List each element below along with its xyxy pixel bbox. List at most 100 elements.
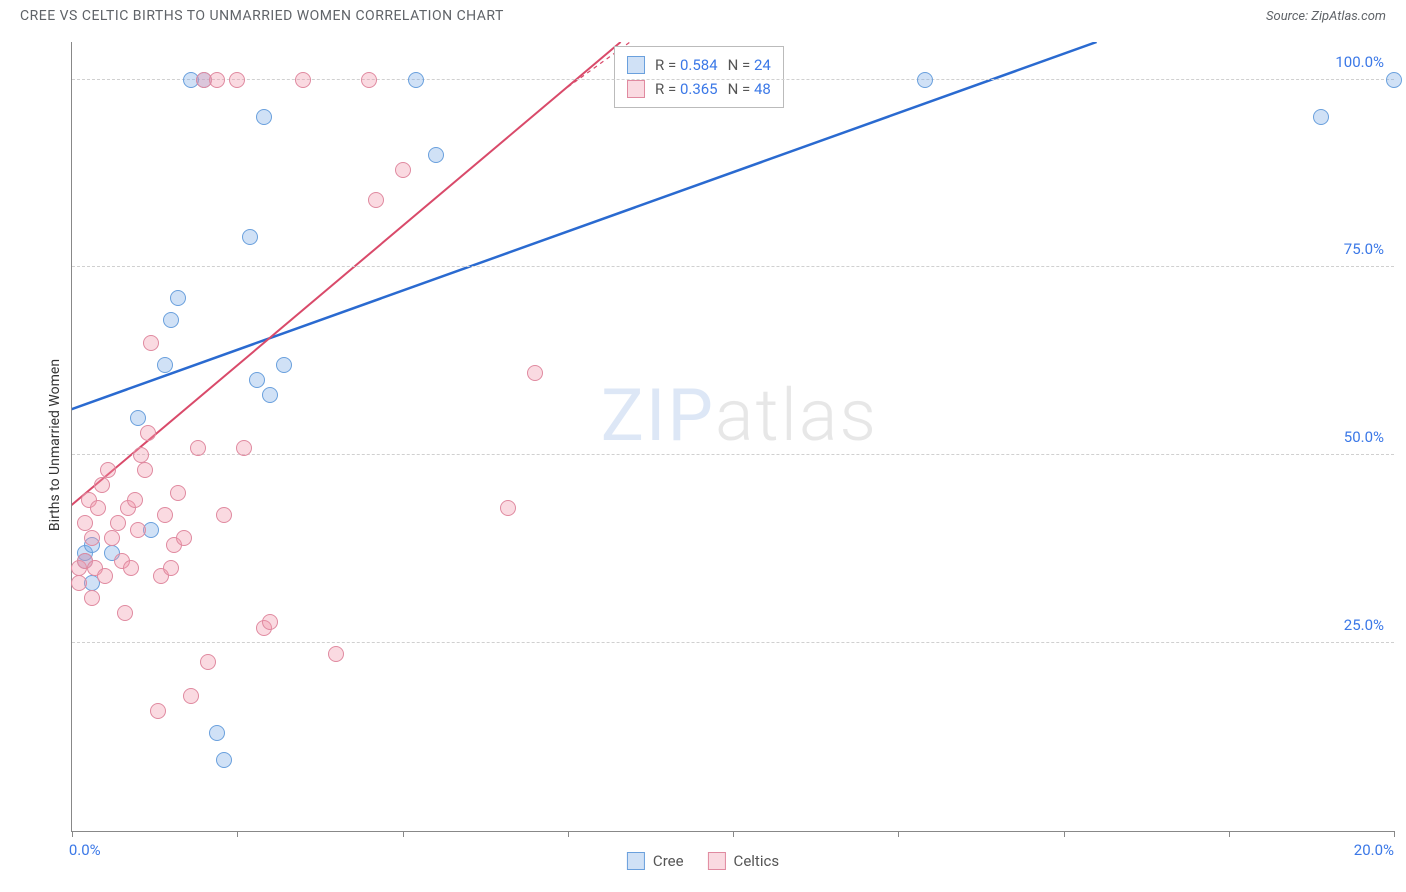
x-tick — [237, 831, 238, 837]
data-point — [229, 72, 245, 88]
data-point — [94, 477, 110, 493]
data-point — [127, 492, 143, 508]
n-value: 24 — [754, 56, 771, 74]
data-point — [395, 162, 411, 178]
data-point — [408, 72, 424, 88]
x-tick — [1394, 831, 1395, 837]
data-point — [170, 485, 186, 501]
data-point — [209, 725, 225, 741]
chart-area: Births to Unmarried Women ZIPatlas R = 0… — [45, 42, 1394, 832]
r-label: R = — [655, 56, 680, 74]
data-point — [361, 72, 377, 88]
legend-item: Celtics — [708, 852, 780, 870]
data-point — [110, 515, 126, 531]
data-point — [500, 500, 516, 516]
data-point — [150, 703, 166, 719]
n-label: N = — [728, 56, 754, 74]
data-point — [97, 568, 113, 584]
legend-swatch — [627, 80, 645, 98]
gridline-h — [72, 79, 1394, 80]
legend-row: R = 0.584 N = 24 — [627, 53, 771, 77]
data-point — [527, 365, 543, 381]
legend-label: Cree — [653, 852, 684, 870]
source-attribution: Source: ZipAtlas.com — [1266, 9, 1386, 24]
data-point — [183, 688, 199, 704]
data-point — [216, 507, 232, 523]
data-point — [262, 614, 278, 630]
data-point — [143, 335, 159, 351]
x-tick — [1229, 831, 1230, 837]
watermark-zip: ZIP — [601, 373, 715, 458]
x-axis-label: 0.0% — [69, 841, 101, 859]
data-point — [249, 372, 265, 388]
x-tick — [1064, 831, 1065, 837]
data-point — [137, 462, 153, 478]
data-point — [200, 654, 216, 670]
data-point — [123, 560, 139, 576]
series-legend: Cree Celtics — [627, 852, 779, 870]
x-tick — [568, 831, 569, 837]
gridline-h — [72, 642, 1394, 643]
data-point — [242, 229, 258, 245]
data-point — [328, 646, 344, 662]
y-tick-label: 100.0% — [1335, 53, 1384, 71]
y-tick-label: 75.0% — [1344, 240, 1384, 258]
data-point — [157, 507, 173, 523]
data-point — [917, 72, 933, 88]
legend-label: Celtics — [734, 852, 780, 870]
data-point — [163, 560, 179, 576]
x-tick — [733, 831, 734, 837]
data-point — [262, 387, 278, 403]
data-point — [90, 500, 106, 516]
y-tick-label: 50.0% — [1344, 428, 1384, 446]
legend-swatch — [708, 852, 726, 870]
data-point — [236, 440, 252, 456]
r-value: 0.584 — [680, 56, 718, 74]
data-point — [216, 752, 232, 768]
data-point — [104, 530, 120, 546]
data-point — [140, 425, 156, 441]
data-point — [163, 312, 179, 328]
data-point — [276, 357, 292, 373]
data-point — [170, 290, 186, 306]
data-point — [84, 590, 100, 606]
r-value: 0.365 — [680, 80, 718, 98]
data-point — [77, 515, 93, 531]
n-label: N = — [728, 80, 754, 98]
watermark-atlas: atlas — [715, 373, 878, 458]
x-tick — [898, 831, 899, 837]
y-tick-label: 25.0% — [1344, 616, 1384, 634]
watermark: ZIPatlas — [601, 373, 878, 458]
gridline-h — [72, 454, 1394, 455]
data-point — [428, 147, 444, 163]
data-point — [209, 72, 225, 88]
data-point — [130, 410, 146, 426]
data-point — [1386, 72, 1402, 88]
data-point — [190, 440, 206, 456]
legend-item: Cree — [627, 852, 684, 870]
data-point — [130, 522, 146, 538]
data-point — [1313, 109, 1329, 125]
x-tick — [403, 831, 404, 837]
data-point — [157, 357, 173, 373]
data-point — [133, 447, 149, 463]
legend-swatch — [627, 56, 645, 74]
x-axis-label: 20.0% — [1354, 841, 1394, 859]
legend-swatch — [627, 852, 645, 870]
r-label: R = — [655, 80, 680, 98]
data-point — [256, 109, 272, 125]
plot-region: ZIPatlas R = 0.584N = 24R = 0.365N = 48 … — [71, 42, 1394, 832]
chart-title: CREE VS CELTIC BIRTHS TO UNMARRIED WOMEN… — [20, 8, 504, 24]
data-point — [84, 530, 100, 546]
gridline-h — [72, 266, 1394, 267]
correlation-legend: R = 0.584 N = 24 R = 0.365 N = 48 — [614, 46, 784, 108]
legend-row: R = 0.365 N = 48 — [627, 77, 771, 101]
data-point — [368, 192, 384, 208]
data-point — [117, 605, 133, 621]
data-point — [71, 575, 87, 591]
n-value: 48 — [754, 80, 771, 98]
x-tick — [72, 831, 73, 837]
data-point — [295, 72, 311, 88]
data-point — [100, 462, 116, 478]
y-axis-label: Births to Unmarried Women — [47, 359, 63, 531]
